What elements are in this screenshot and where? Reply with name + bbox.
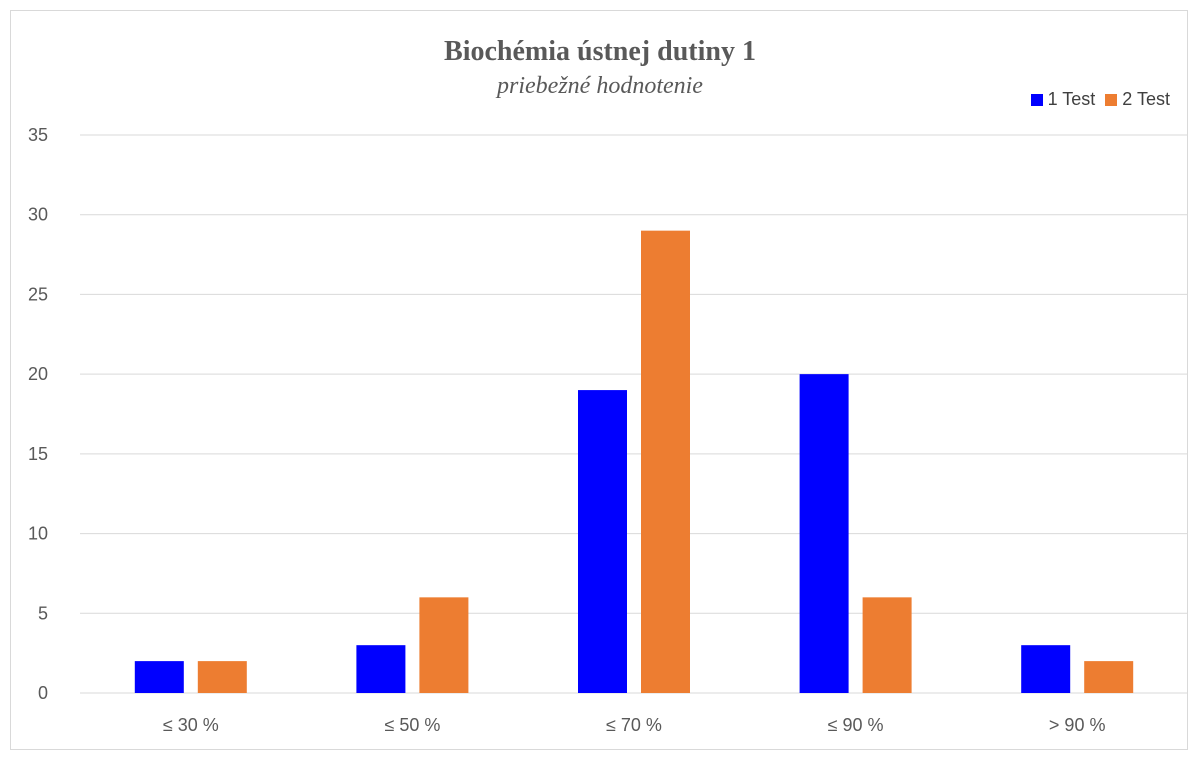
y-tick-label: 35 [28, 125, 48, 145]
y-tick-label: 25 [28, 284, 48, 304]
y-tick-label: 5 [38, 603, 48, 623]
y-tick-label: 20 [28, 364, 48, 384]
legend-item-series-1: 1 Test [1030, 89, 1096, 110]
x-tick-label: ≤ 70 % [606, 715, 662, 735]
bar-series-1-cat-2 [356, 645, 406, 693]
bars [134, 230, 1134, 693]
bar-series-2-cat-3 [641, 230, 690, 693]
gridlines [80, 134, 1188, 694]
bar-series-1-cat-1 [134, 661, 184, 693]
chart-title: Biochémia ústnej dutiny 1 [444, 36, 756, 67]
chart-frame [10, 10, 1188, 750]
bar-series-2-cat-2 [419, 597, 469, 693]
legend-swatch-series-1 [1030, 93, 1043, 106]
bar-series-1-cat-3 [578, 390, 627, 693]
x-tick-label: ≤ 90 % [828, 715, 884, 735]
chart-subtitle: priebežné hodnotenie [497, 73, 703, 99]
bar-series-2-cat-4 [862, 597, 912, 693]
y-tick-label: 15 [28, 444, 48, 464]
legend-item-series-2: 2 Test [1105, 89, 1170, 110]
y-tick-label: 10 [28, 524, 48, 544]
legend-label-series-1: 1 Test [1047, 89, 1096, 109]
x-tick-label: > 90 % [1049, 715, 1106, 735]
bar-series-1-cat-5 [1021, 645, 1071, 693]
y-axis: 0 5 10 15 20 25 30 35 [28, 125, 48, 703]
bar-series-2-cat-5 [1084, 661, 1134, 693]
y-tick-label: 0 [38, 683, 48, 703]
x-tick-label: ≤ 50 % [384, 715, 440, 735]
legend-swatch-series-2 [1105, 93, 1118, 106]
bar-series-1-cat-4 [799, 374, 849, 693]
bar-series-2-cat-1 [197, 661, 247, 693]
legend: 1 Test 2 Test [1021, 89, 1170, 110]
legend-label-series-2: 2 Test [1122, 89, 1170, 109]
x-axis: ≤ 30 % ≤ 50 % ≤ 70 % ≤ 90 % > 90 % [163, 715, 1106, 735]
x-tick-label: ≤ 30 % [163, 715, 219, 735]
y-tick-label: 30 [28, 205, 48, 225]
